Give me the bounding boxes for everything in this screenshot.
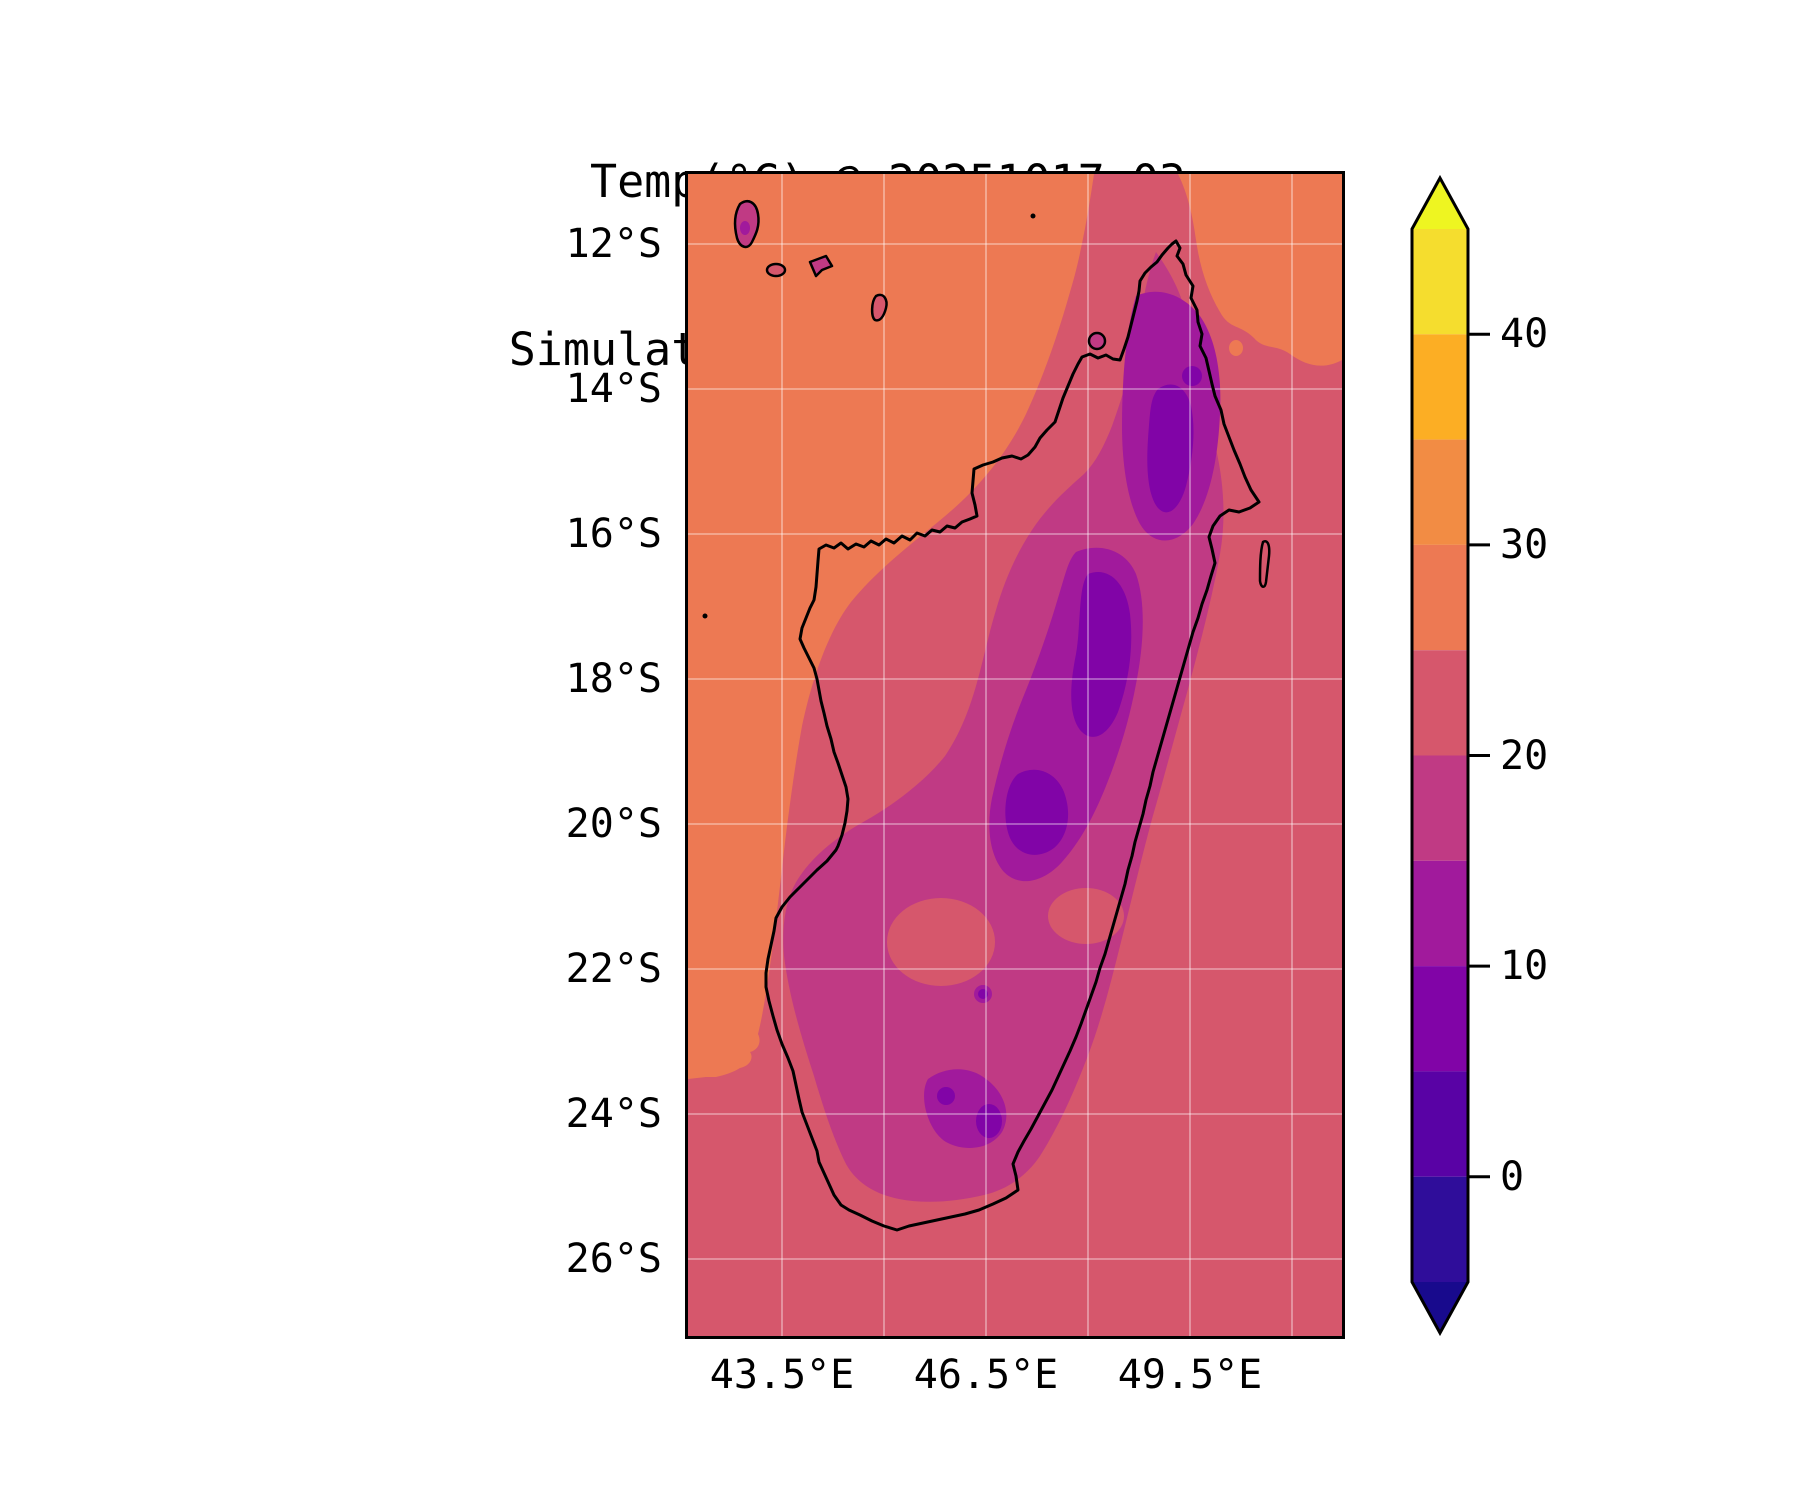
- ocean-band-25-30-northeast: [1178, 174, 1342, 366]
- colorbar-tick-label-10: 10: [1500, 943, 1549, 989]
- land-band-20-25-hole-b: [1048, 888, 1124, 944]
- colorbar-tick-label-0: 0: [1500, 1154, 1525, 1200]
- colorbar: [1400, 170, 1660, 1360]
- land-band-20-25-hole-a: [887, 898, 995, 986]
- colorbar-seg-5-10: [1412, 966, 1468, 1072]
- colorbar-seg-20-25: [1412, 650, 1468, 756]
- island-anjouan: [808, 254, 834, 278]
- colorbar-seg-15-20: [1412, 755, 1468, 861]
- land-band-15-20-interior: [783, 252, 1224, 1202]
- islet-dot-west: [702, 613, 708, 619]
- colorbar-seg-35-40: [1412, 334, 1468, 440]
- y-tick-label-26s: 26°S: [565, 1236, 662, 1282]
- colorbar-seg-25-30: [1412, 544, 1468, 651]
- islands-group: [733, 200, 1271, 588]
- island-sainte-marie: [1258, 540, 1271, 588]
- colorbar-seg-m5-0: [1412, 1176, 1468, 1282]
- y-tick-label-14s: 14°S: [565, 366, 662, 412]
- x-tick-label-43-5e: 43.5°E: [709, 1352, 855, 1398]
- colorbar-tick-label-20: 20: [1500, 733, 1549, 779]
- y-tick-label-20s: 20°S: [565, 801, 662, 847]
- x-tick-label-49-5e: 49.5°E: [1117, 1352, 1263, 1398]
- colorbar-extend-under: [1412, 1282, 1468, 1333]
- cold-core-band-5-10-north-spot: [1182, 366, 1202, 386]
- colorbar-tick-marks: [1468, 332, 1490, 1179]
- cold-core-band-5-10-central: [1005, 769, 1069, 855]
- colorbar-seg-30-35: [1412, 439, 1468, 545]
- y-tick-label-22s: 22°S: [565, 946, 662, 992]
- x-tick-label-46-5e: 46.5°E: [913, 1352, 1059, 1398]
- ocean-band-25-30-northwest: [688, 174, 1094, 1079]
- island-nosy-be: [1087, 331, 1107, 351]
- colorbar-tick-label-40: 40: [1500, 311, 1549, 357]
- map-axes: [685, 171, 1345, 1339]
- graticule-gridlines: [688, 174, 1342, 1336]
- cold-core-band-5-10-north: [1147, 384, 1194, 513]
- colorbar-seg-40-45: [1412, 229, 1468, 335]
- madagascar-coastline: [764, 239, 1261, 1232]
- cold-core-band-5-10-spot: [978, 989, 988, 999]
- colorbar-seg-0-5: [1412, 1071, 1468, 1177]
- colorbar-extend-over: [1412, 178, 1468, 229]
- y-tick-label-24s: 24°S: [565, 1091, 662, 1137]
- ocean-band-25-30-islet-patch: [1229, 340, 1243, 356]
- cold-core-band-5-10-central-east: [1071, 571, 1132, 737]
- island-grande-comore-core: [740, 221, 750, 235]
- colorbar-seg-10-15: [1412, 860, 1468, 967]
- temperature-contour-map: [688, 174, 1342, 1336]
- cold-core-band-5-10-south-b: [976, 1104, 1002, 1138]
- y-tick-label-18s: 18°S: [565, 656, 662, 702]
- colorbar-svg: [1410, 174, 1490, 1337]
- islet-dot-north: [1030, 213, 1036, 219]
- colorbar-tick-label-30: 30: [1500, 522, 1549, 568]
- y-tick-label-12s: 12°S: [565, 221, 662, 267]
- cold-core-band-5-10-south-a: [937, 1087, 955, 1105]
- island-moheli: [765, 262, 787, 278]
- colorbar-outline: [1410, 174, 1470, 1337]
- y-tick-label-16s: 16°S: [565, 511, 662, 557]
- island-mayotte: [870, 293, 888, 322]
